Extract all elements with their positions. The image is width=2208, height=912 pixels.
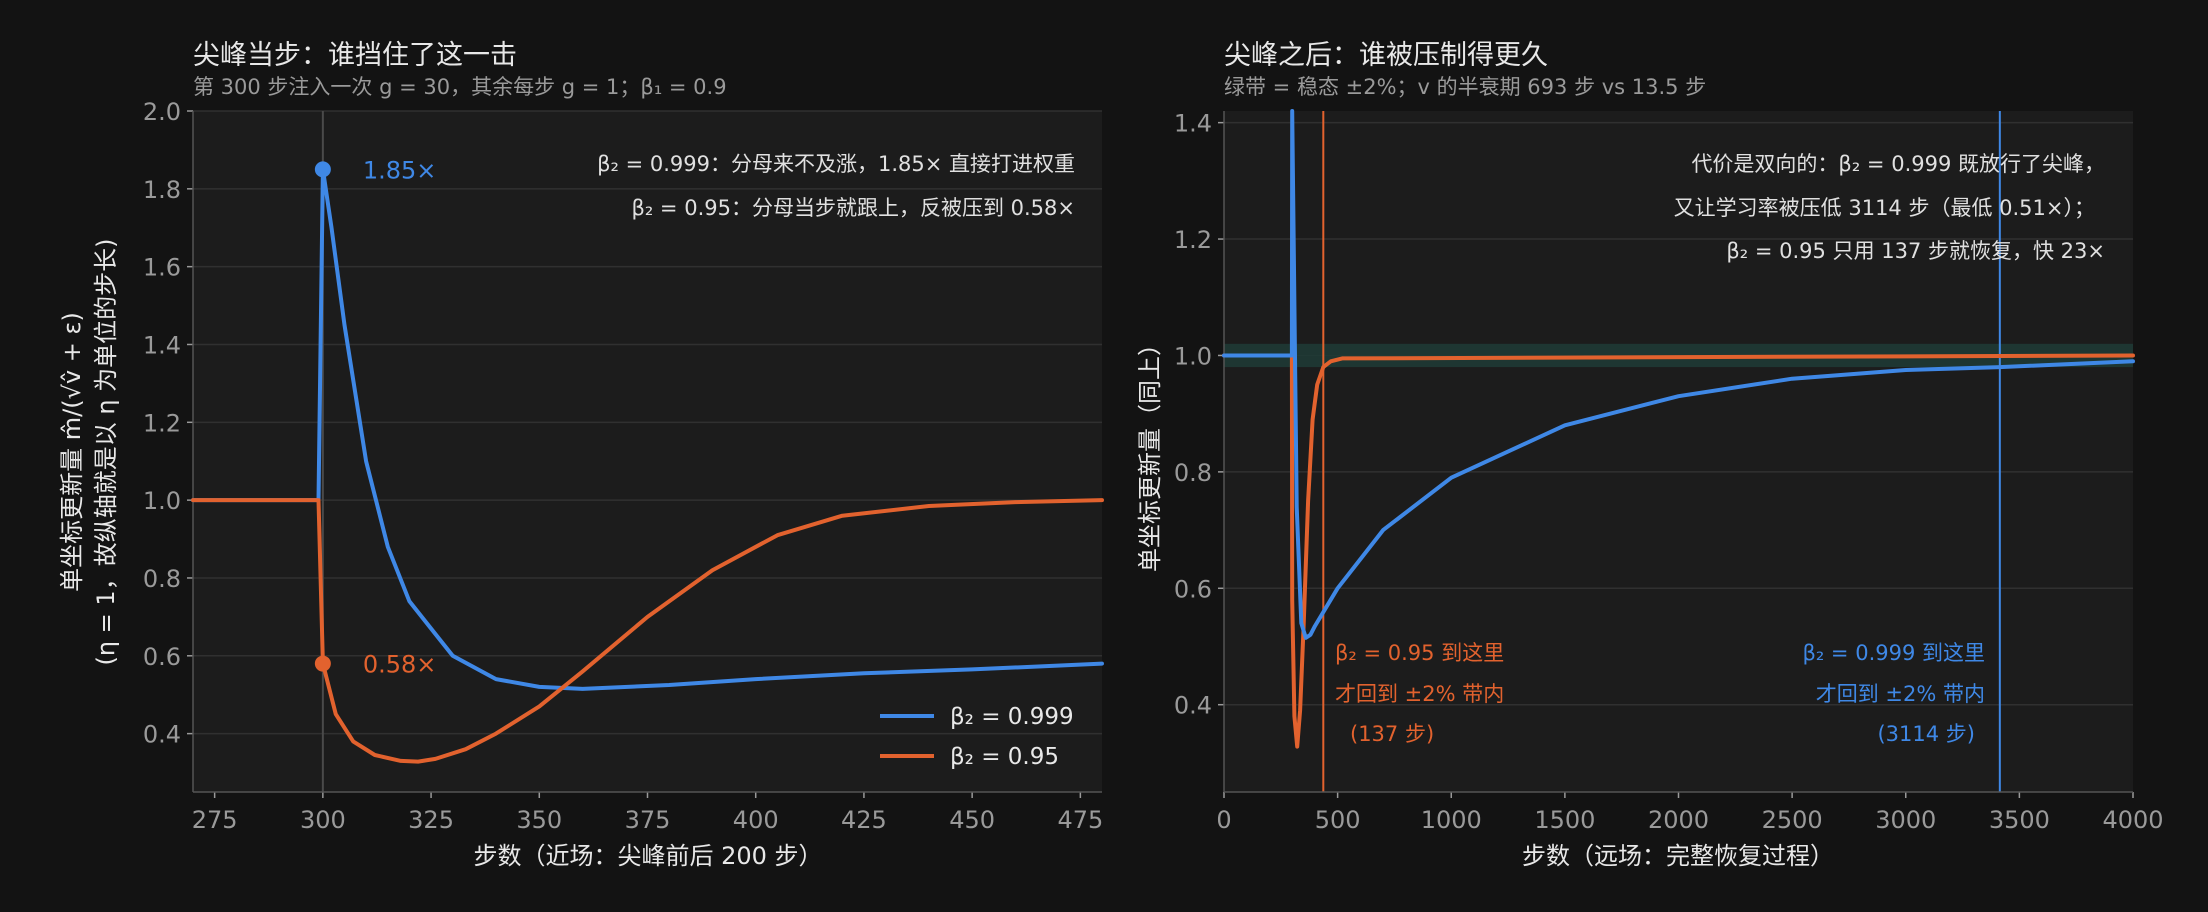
right-chart-title: 尖峰之后：谁被压制得更久 [1224,40,1548,71]
right-x-tick-label: 3500 [1989,806,2050,834]
right-x-tick-label: 4000 [2102,806,2163,834]
left-point-marker-0 [314,161,331,178]
right-y-tick-label: 0.4 [1174,692,1212,720]
right-x-tick-label: 2500 [1762,806,1823,834]
left-x-tick-label: 425 [841,806,887,834]
left-y-axis-label-line-1: 单坐标更新量 m̂/(√v̂ + ε) [58,312,86,592]
left-y-tick-label: 0.8 [143,565,181,593]
left-x-axis-label: 步数（近场：尖峰前后 200 步） [473,842,822,870]
left-annotation-line-2: β₂ = 0.95：分母当步就跟上，反被压到 0.58× [631,196,1075,220]
right-series-line-0 [1222,109,2135,640]
right-chart: 尖峰之后：谁被压制得更久 绿带 = 稳态 ±2%；v 的半衰期 693 步 vs… [1136,40,2164,870]
right-y-tick-label: 1.0 [1174,342,1212,370]
left-x-tick-label: 475 [1057,806,1103,834]
blue-recovery-note-line-2: 才回到 ±2% 带内 [1816,682,1985,706]
right-plot-area [1224,111,2133,792]
left-y-tick-label: 0.6 [143,643,181,671]
left-x-tick-label: 325 [408,806,454,834]
left-y-tick-label: 1.6 [143,254,181,282]
left-y-tick-label: 1.4 [143,331,181,359]
orange-recovery-note-line-1: β₂ = 0.95 到这里 [1335,641,1504,665]
blue-recovery-note-line-1: β₂ = 0.999 到这里 [1802,641,1985,665]
recovery-marker-lines [1322,111,2001,792]
right-series-lines [1222,109,2135,749]
blue-recovery-note-line-3: (3114 步) [1877,722,1975,746]
left-y-tick-label: 2.0 [143,98,181,126]
left-chart-title: 尖峰当步：谁挡住了这一击 [193,40,517,71]
left-annotation-line-1: β₂ = 0.999：分母来不及涨，1.85× 直接打进权重 [597,152,1075,176]
left-y-tick-label: 0.4 [143,721,181,749]
left-point-marker-1 [314,655,331,672]
left-point-markers: 1.85× 0.58× [314,156,437,679]
right-x-tick-label: 3000 [1875,806,1936,834]
left-gridlines [193,110,1102,792]
right-x-tick-label: 1500 [1534,806,1595,834]
orange-recovery-note-line-2: 才回到 ±2% 带内 [1335,682,1504,706]
left-y-tick-label: 1.8 [143,176,181,204]
legend-label-orange: β₂ = 0.95 [950,744,1059,770]
left-x-tick-label: 300 [300,806,346,834]
left-chart: 尖峰当步：谁挡住了这一击 第 300 步注入一次 g = 30，其余每步 g =… [58,40,1104,870]
right-annotation-line-1: 代价是双向的：β₂ = 0.999 既放行了尖峰， [1691,152,2105,176]
right-y-axis-label: 单坐标更新量（同上） [1136,332,1164,572]
right-y-tick-label: 0.6 [1174,575,1212,603]
left-legend: β₂ = 0.999 β₂ = 0.95 [880,704,1074,770]
right-series-line-1 [1222,353,2135,749]
left-y-tick-label: 1.2 [143,409,181,437]
right-x-tick-label: 1000 [1421,806,1482,834]
right-y-tick-label: 1.2 [1174,226,1212,254]
right-chart-subtitle: 绿带 = 稳态 ±2%；v 的半衰期 693 步 vs 13.5 步 [1224,75,1706,99]
legend-label-blue: β₂ = 0.999 [950,704,1074,730]
right-x-tick-label: 2000 [1648,806,1709,834]
left-chart-subtitle: 第 300 步注入一次 g = 30，其余每步 g = 1；β₁ = 0.9 [193,75,727,99]
left-y-axis-label-line-2: (η = 1，故纵轴就是以 η 为单位的步长) [92,238,120,665]
left-axis-ticks: 0.4 0.6 0.8 1.0 1.2 1.4 1.6 1.8 2.0 275 300 325 350 3… [143,98,1103,834]
left-plot-area [193,111,1102,792]
left-x-tick-label: 400 [733,806,779,834]
right-y-tick-label: 1.4 [1174,110,1212,138]
right-x-tick-label: 0 [1216,806,1231,834]
right-y-tick-label: 0.8 [1174,459,1212,487]
right-axis-ticks: 0.4 0.6 0.8 1.0 1.2 1.4 0 500 1000 1500 2000 2500 30… [1174,110,2164,834]
left-point-label-0: 1.85× [363,156,437,184]
left-series-line-0 [191,167,1104,691]
right-annotation-line-3: β₂ = 0.95 只用 137 步就恢复，快 23× [1726,239,2105,263]
left-point-label-1: 0.58× [363,651,437,679]
left-y-tick-label: 1.0 [143,487,181,515]
left-x-tick-label: 350 [516,806,562,834]
left-x-tick-label: 275 [192,806,238,834]
left-x-tick-label: 450 [949,806,995,834]
left-series-line-1 [191,498,1104,764]
right-x-axis-label: 步数（远场：完整恢复过程） [1522,842,1834,870]
left-series-lines [191,167,1104,764]
right-annotation-line-2: 又让学习率被压低 3114 步（最低 0.51×）； [1674,196,2095,220]
right-x-tick-label: 500 [1315,806,1361,834]
orange-recovery-note-line-3: (137 步) [1350,722,1434,746]
left-x-tick-label: 375 [625,806,671,834]
